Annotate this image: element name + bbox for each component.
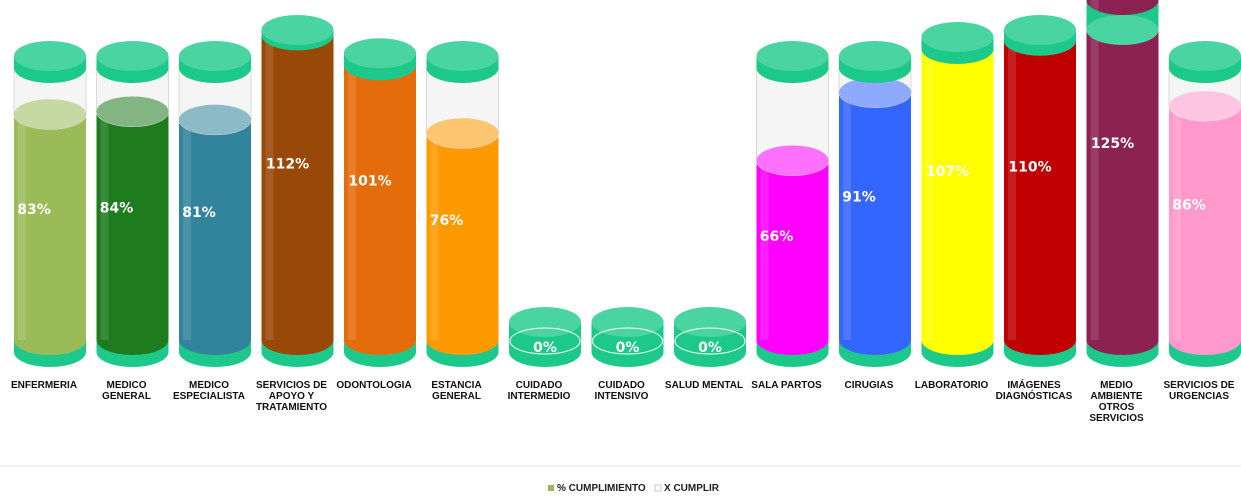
fill-highlight <box>183 120 191 340</box>
fill-top <box>427 118 499 148</box>
top-cap-top <box>839 41 911 71</box>
value-label-4: 112% <box>266 156 309 172</box>
value-label-2: 84% <box>100 200 134 216</box>
legend-label-x-cumplir: X CUMPLIR <box>664 483 720 494</box>
legend-swatch-cumplimiento <box>548 485 554 491</box>
top-cap-top <box>14 41 86 71</box>
fill-top <box>14 99 86 129</box>
category-label-3: MEDICO ESPECIALISTA <box>173 380 245 402</box>
legend-label-cumplimiento: % CUMPLIMIENTO <box>557 483 646 494</box>
bar-6: 76% <box>427 41 499 367</box>
category-label-9: SALUD MENTAL <box>665 380 743 391</box>
value-label-8: 0% <box>616 340 640 356</box>
top-cap-top <box>427 41 499 71</box>
value-label-14: 125% <box>1091 136 1134 152</box>
fill-highlight <box>18 114 26 340</box>
top-cap-top <box>757 41 829 71</box>
bar-15: 86% <box>1169 41 1241 367</box>
value-label-9: 0% <box>698 340 722 356</box>
bar-11: 91% <box>839 41 911 367</box>
category-label-14: MEDIO AMBIENTE OTROS SERVICIOS <box>1089 380 1144 424</box>
legend-swatch-x-cumplir <box>655 485 661 491</box>
bar-2: 84% <box>97 41 169 367</box>
bar-7: 0% <box>509 307 581 367</box>
category-label-10: SALA PARTOS <box>751 380 822 391</box>
value-label-10: 66% <box>760 229 794 245</box>
fill-top <box>1169 91 1241 121</box>
bar-4: 112% <box>262 15 334 367</box>
bar-10: 66% <box>757 41 829 367</box>
fill-highlight <box>266 35 274 340</box>
category-label-4: SERVICIOS DE APOYO Y TRATAMIENTO <box>256 380 327 413</box>
bars-group: 83% 84% 81% 112% 101% 76% 0% 0% 0% 66% 91% 107% 110%… <box>14 0 1241 367</box>
category-label-1: ENFERMERIA <box>11 380 77 391</box>
value-label-11: 91% <box>842 189 876 205</box>
category-label-7: CUIDADO INTERMEDIO <box>508 380 571 402</box>
value-label-15: 86% <box>1172 197 1206 213</box>
top-cap-top <box>344 38 416 68</box>
category-label-8: CUIDADO INTENSIVO <box>595 380 649 402</box>
category-label-12: LABORATORIO <box>915 380 989 391</box>
category-label-13: IMÁGENES DIAGNÓSTICAS <box>996 378 1073 402</box>
fill-highlight <box>761 160 769 340</box>
fill-highlight <box>1091 0 1099 340</box>
bar-12: 107% <box>922 22 994 367</box>
top-cap-top <box>97 41 169 71</box>
top-cap-top <box>179 41 251 71</box>
value-label-13: 110% <box>1008 159 1051 175</box>
legend: % CUMPLIMIENTO X CUMPLIR <box>548 483 720 494</box>
fill-highlight <box>101 112 109 340</box>
fill-highlight <box>1173 106 1181 340</box>
bar-3: 81% <box>179 41 251 367</box>
top-cap-top <box>262 15 334 45</box>
fill-highlight <box>926 49 934 340</box>
category-label-15: SERVICIOS DE URGENCIAS <box>1164 380 1235 402</box>
bar-5: 101% <box>344 38 416 367</box>
value-label-6: 76% <box>430 213 464 229</box>
value-label-7: 0% <box>533 340 557 356</box>
category-label-5: ODONTOLOGIA <box>336 380 411 391</box>
value-label-5: 101% <box>348 174 391 190</box>
fill-top <box>757 145 829 175</box>
fill-top <box>97 97 169 127</box>
value-label-3: 81% <box>182 205 216 221</box>
top-cap-top <box>1087 15 1159 45</box>
category-label-6: ESTANCIA GENERAL <box>431 380 481 402</box>
top-cap-top <box>1004 15 1076 45</box>
top-cap-top <box>1169 41 1241 71</box>
bar-1: 83% <box>14 41 86 367</box>
bar-13: 110% <box>1004 15 1076 367</box>
value-label-1: 83% <box>17 202 51 218</box>
value-label-12: 107% <box>926 164 969 180</box>
category-labels: ENFERMERIA MEDICO GENERAL MEDICO ESPECIALIST… <box>11 378 1235 424</box>
bar-8: 0% <box>592 307 664 367</box>
fill-highlight <box>1008 41 1016 340</box>
fill-highlight <box>348 65 356 340</box>
bar-9: 0% <box>674 307 746 367</box>
fill-top <box>179 105 251 135</box>
top-cap-top <box>922 22 994 52</box>
fill-highlight <box>843 92 851 340</box>
fill-highlight <box>431 133 439 340</box>
category-label-11: CIRUGIAS <box>845 380 894 391</box>
category-label-2: MEDICO GENERAL <box>102 380 151 402</box>
bar-14: 125% <box>1087 0 1159 367</box>
